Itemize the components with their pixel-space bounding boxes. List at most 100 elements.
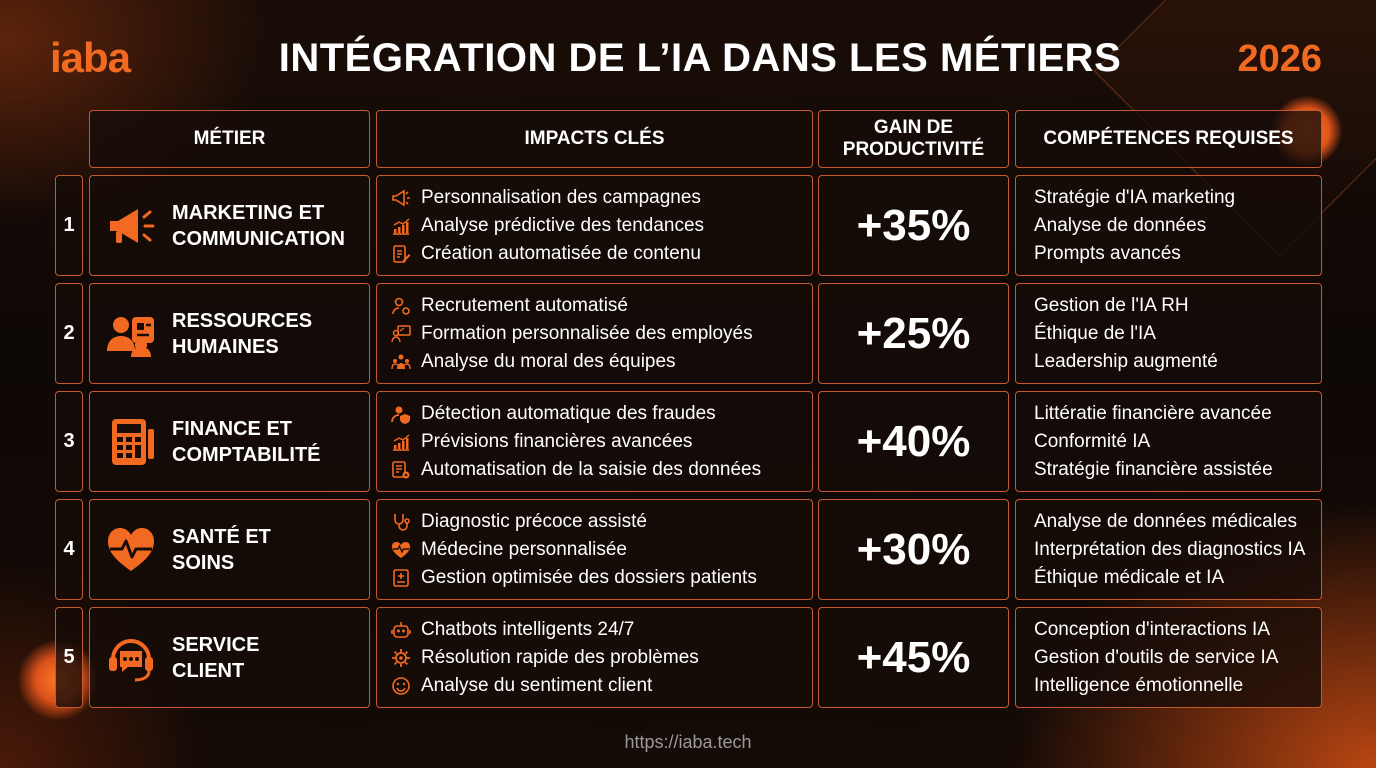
impact-text: Analyse du moral des équipes [421,350,676,372]
productivity-gain: +45% [818,607,1009,708]
impact-item: Diagnostic précoce assisté [377,508,812,536]
impacts-cell: Chatbots intelligents 24/7 Résolution rap… [376,607,813,708]
impact-text: Analyse du sentiment client [421,674,653,696]
skills-cell: Littératie financière avancée Conformité … [1015,391,1322,492]
skill-item: Gestion d'outils de service IA [1034,646,1279,668]
calculator-icon [104,415,158,469]
impact-item: Résolution rapide des problèmes [377,644,812,672]
trend-chart-icon [377,216,421,236]
impact-text: Diagnostic précoce assisté [421,510,647,532]
impact-text: Analyse prédictive des tendances [421,214,705,236]
skill-item: Gestion de l'IA RH [1034,294,1189,316]
impact-item: Analyse du sentiment client [377,672,812,700]
website-url: https://iaba.tech [624,732,752,752]
user-gear-icon [377,296,421,316]
skill-item: Intelligence émotionnelle [1034,674,1244,696]
productivity-gain: +40% [818,391,1009,492]
skill-item: Éthique médicale et IA [1034,566,1225,588]
impact-item: Chatbots intelligents 24/7 [377,616,812,644]
heart-pulse-icon [377,540,421,560]
form-gear-icon [377,460,421,480]
job-title: SANTÉ ET SOINS [172,524,271,576]
header-gain-line2: PRODUCTIVITÉ [842,139,985,160]
impact-text: Personnalisation des campagnes [421,186,701,208]
headset-chat-icon [104,631,158,685]
job-title-line1: FINANCE ET [172,417,292,440]
impact-item: Gestion optimisée des dossiers patients [377,564,812,592]
job-title-line2: SOINS [172,551,235,574]
impact-item: Personnalisation des campagnes [377,184,812,212]
medical-file-icon [377,568,421,588]
impact-text: Prévisions financières avancées [421,430,693,452]
people-badge-icon [104,307,158,361]
row-number: 2 [55,283,83,384]
impact-item: Recrutement automatisé [377,292,812,320]
user-shield-icon [377,404,421,424]
job-cell: MARKETING ET COMMUNICATION [89,175,370,276]
skill-item: Analyse de données médicales [1034,510,1298,532]
impact-item: Formation personnalisée des employés [377,320,812,348]
smiley-icon [377,676,421,696]
skill-item: Conception d'interactions IA [1034,618,1270,640]
skill-item: Conformité IA [1034,430,1151,452]
impact-text: Résolution rapide des problèmes [421,646,699,668]
impact-item: Création automatisée de contenu [377,240,812,268]
heart-pulse-icon [104,523,158,577]
job-cell: SANTÉ ET SOINS [89,499,370,600]
skills-cell: Gestion de l'IA RH Éthique de l'IA Leaders… [1015,283,1322,384]
training-board-icon [377,324,421,344]
productivity-gain: +35% [818,175,1009,276]
job-title: FINANCE ET COMPTABILITÉ [172,416,321,468]
skills-cell: Stratégie d'IA marketing Analyse de donné… [1015,175,1322,276]
row-number: 3 [55,391,83,492]
impact-item: Analyse prédictive des tendances [377,212,812,240]
impact-text: Gestion optimisée des dossiers patients [421,566,757,588]
productivity-gain: +30% [818,499,1009,600]
year-label: 2026 [1237,38,1322,80]
page-title: INTÉGRATION DE L’IA DANS LES MÉTIERS [278,36,1122,80]
job-title-line2: HUMAINES [172,335,279,358]
impact-text: Automatisation de la saisie des données [421,458,762,480]
team-icon [377,352,421,372]
impact-text: Chatbots intelligents 24/7 [421,618,635,640]
impact-text: Formation personnalisée des employés [421,322,753,344]
impact-text: Détection automatique des fraudes [421,402,716,424]
header-impacts: IMPACTS CLÉS [376,110,813,168]
skill-item: Prompts avancés [1034,242,1181,264]
stethoscope-icon [377,512,421,532]
skill-item: Stratégie d'IA marketing [1034,186,1236,208]
impact-text: Création automatisée de contenu [421,242,701,264]
job-title-line2: COMMUNICATION [172,227,345,250]
impacts-cell: Détection automatique des fraudes Prévisi… [376,391,813,492]
megaphone-icon [377,188,421,208]
header-skills: COMPÉTENCES REQUISES [1015,110,1322,168]
skill-item: Analyse de données [1034,214,1207,236]
row-number: 1 [55,175,83,276]
skill-item: Éthique de l'IA [1034,322,1156,344]
impacts-cell: Recrutement automatisé Formation personna… [376,283,813,384]
header-gain: GAIN DE PRODUCTIVITÉ [818,110,1009,168]
job-title: RESSOURCES HUMAINES [172,308,312,360]
robot-icon [377,620,421,640]
job-title-line1: SANTÉ ET [172,525,271,548]
impact-item: Automatisation de la saisie des données [377,456,812,484]
impact-item: Médecine personnalisée [377,536,812,564]
job-title-line2: CLIENT [172,659,245,682]
header-job: MÉTIER [89,110,370,168]
impact-item: Analyse du moral des équipes [377,348,812,376]
impacts-cell: Diagnostic précoce assisté Médecine perso… [376,499,813,600]
skill-item: Littératie financière avancée [1034,402,1272,424]
impact-item: Détection automatique des fraudes [377,400,812,428]
job-title-line2: COMPTABILITÉ [172,443,321,466]
impact-text: Recrutement automatisé [421,294,628,316]
megaphone-icon [104,199,158,253]
job-cell: SERVICE CLIENT [89,607,370,708]
impact-item: Prévisions financières avancées [377,428,812,456]
row-number: 5 [55,607,83,708]
job-title-line1: MARKETING ET [172,201,325,224]
row-number: 4 [55,499,83,600]
skill-item: Leadership augmenté [1034,350,1218,372]
impacts-cell: Personnalisation des campagnes Analyse pr… [376,175,813,276]
document-pen-icon [377,244,421,264]
job-cell: RESSOURCES HUMAINES [89,283,370,384]
